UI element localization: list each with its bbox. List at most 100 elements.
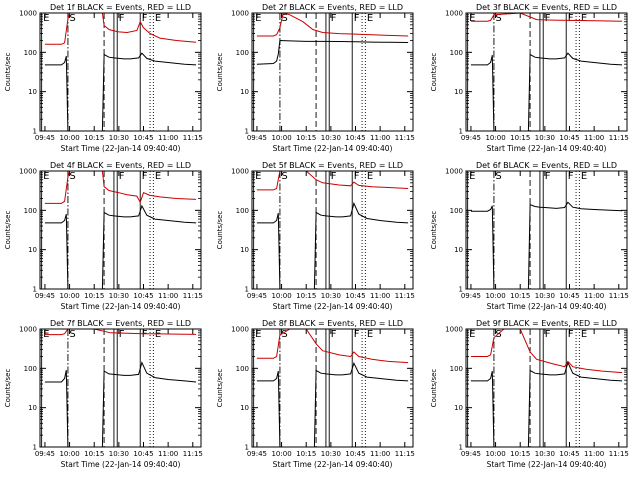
panel-2-title: Det 2f BLACK = Events, RED = LLD — [262, 3, 403, 12]
panel-8-event-label: E — [255, 329, 261, 340]
panel-3-xtick-label: 11:15 — [609, 134, 629, 142]
panel-7-xtick-label: 11:15 — [183, 450, 203, 458]
panel-7-ytick-label: 1 — [33, 444, 37, 452]
panel-9-series-events — [470, 361, 623, 447]
panel-2-series-events — [256, 39, 409, 65]
panel-8-event-label: S — [281, 329, 287, 340]
panel-7-series-lld — [44, 329, 197, 336]
panel-3-xtick-label: 10:45 — [559, 134, 579, 142]
panel-8-xlabel: Start Time (22-Jan-14 09:40:40) — [273, 460, 393, 469]
panel-2-xtick-label: 10:15 — [296, 134, 316, 142]
panel-1-xtick-label: 10:15 — [84, 134, 104, 142]
panel-5-xtick-label: 11:00 — [370, 292, 390, 300]
panel-9-series-lld — [470, 329, 623, 374]
panel-5-xtick-label: 11:15 — [395, 292, 415, 300]
panel-4-xtick-label: 11:15 — [183, 292, 203, 300]
panel-6-ytick-label: 1000 — [445, 168, 463, 176]
panel-9-event-label: S — [495, 329, 501, 340]
panel-2-xtick-label: 11:00 — [370, 134, 390, 142]
panel-9-xtick-label: 10:30 — [535, 450, 555, 458]
panel-2-xtick-label: 10:00 — [271, 134, 291, 142]
panel-3-frame — [465, 12, 628, 132]
panel-5-xtick-label: 09:45 — [247, 292, 267, 300]
panel-7-ytick-label: 10 — [28, 404, 37, 412]
panel-2-event-label: S — [281, 13, 287, 24]
panel-5-xtick-label: 10:30 — [321, 292, 341, 300]
panel-2-xlabel: Start Time (22-Jan-14 09:40:40) — [273, 144, 393, 153]
panel-4-series-lld — [44, 171, 197, 204]
panel-4-xtick-label: 11:00 — [158, 292, 178, 300]
panel-1-ytick-label: 100 — [24, 49, 37, 57]
panel-8-title: Det 8f BLACK = Events, RED = LLD — [262, 319, 403, 328]
panel-3-xtick-label: 10:15 — [510, 134, 530, 142]
panel-3-event-label: F — [568, 13, 574, 24]
panel-2-xtick-label: 09:45 — [247, 134, 267, 142]
panel-3-ytick-label: 10 — [454, 88, 463, 96]
panel-9-ytick-label: 1 — [459, 444, 463, 452]
panel-5-event-label: S — [281, 171, 287, 182]
panel-8-series-lld — [256, 329, 409, 364]
panel-2-frame — [251, 12, 414, 132]
panel-4-ytick-label: 1000 — [19, 168, 37, 176]
panel-8-ytick-label: 1 — [245, 444, 249, 452]
panel-6-event-label: E — [469, 171, 475, 182]
panel-3-event-label: S — [495, 13, 501, 24]
panel-6-xtick-label: 09:45 — [461, 292, 481, 300]
panel-1-series-lld — [44, 13, 197, 45]
panel-4-event-label: E — [43, 171, 49, 182]
panel-3-title: Det 3f BLACK = Events, RED = LLD — [476, 3, 617, 12]
panel-2-ytick-label: 10 — [240, 88, 249, 96]
panel-9-event-label: E — [469, 329, 475, 340]
panel-7-ytick-label: 100 — [24, 365, 37, 373]
panel-1-xtick-label: 10:45 — [133, 134, 153, 142]
panel-1-xtick-label: 09:45 — [35, 134, 55, 142]
panel-8-xtick-label: 11:15 — [395, 450, 415, 458]
panel-9-xtick-label: 11:15 — [609, 450, 629, 458]
panel-6-frame — [465, 170, 628, 290]
panel-2-xtick-label: 10:45 — [345, 134, 365, 142]
panel-9-xtick-label: 09:45 — [461, 450, 481, 458]
panel-9-ytick-label: 1000 — [445, 326, 463, 334]
panel-1-xtick-label: 11:00 — [158, 134, 178, 142]
panel-8-ylabel: Counts/sec — [216, 369, 224, 408]
panel-1-event-label: E — [155, 13, 161, 24]
panel-2-event-label: E — [367, 13, 373, 24]
panel-5-ytick-label: 1 — [245, 286, 249, 294]
panel-8-xtick-label: 10:45 — [345, 450, 365, 458]
panel-9-frame — [465, 328, 628, 448]
panel-5-series-events — [256, 201, 409, 289]
panel-5-ytick-label: 1000 — [231, 168, 249, 176]
panel-3-series-lld — [470, 13, 623, 22]
panel-2-ytick-label: 100 — [236, 49, 249, 57]
panel-4-xtick-label: 10:45 — [133, 292, 153, 300]
panel-9-event-label: F — [568, 329, 574, 340]
panel-6-event-label: S — [495, 171, 501, 182]
panel-9-event-label: E — [581, 329, 587, 340]
panel-8-xtick-label: 10:30 — [321, 450, 341, 458]
panel-6-series-events — [470, 201, 623, 289]
panel-2-ytick-label: 1 — [245, 128, 249, 136]
panel-3-xtick-label: 10:30 — [535, 134, 555, 142]
panel-3-event-label: E — [581, 13, 587, 24]
panel-5-xtick-label: 10:00 — [271, 292, 291, 300]
panel-7-xtick-label: 10:15 — [84, 450, 104, 458]
panel-2-series-lld — [256, 13, 409, 37]
panel-1-event-label: F — [142, 13, 148, 24]
panel-7-frame — [39, 328, 202, 448]
panel-6-event-label: E — [581, 171, 587, 182]
panel-9-xtick-label: 11:00 — [584, 450, 604, 458]
panel-4-title: Det 4f BLACK = Events, RED = LLD — [50, 161, 191, 170]
panel-1-xtick-label: 11:15 — [183, 134, 203, 142]
panel-5-event-label: E — [255, 171, 261, 182]
panel-8-xtick-label: 11:00 — [370, 450, 390, 458]
panel-8-series-events — [256, 361, 409, 447]
panel-9-event-label: F — [545, 329, 551, 340]
panel-4-ylabel: Counts/sec — [4, 211, 12, 250]
panel-6-xtick-label: 10:15 — [510, 292, 530, 300]
panel-9-title: Det 9f BLACK = Events, RED = LLD — [476, 319, 617, 328]
panel-5-event-label: E — [367, 171, 373, 182]
panel-7-ytick-label: 1000 — [19, 326, 37, 334]
panel-3-event-label: E — [469, 13, 475, 24]
panel-8-ytick-label: 100 — [236, 365, 249, 373]
panel-8-event-label: E — [367, 329, 373, 340]
